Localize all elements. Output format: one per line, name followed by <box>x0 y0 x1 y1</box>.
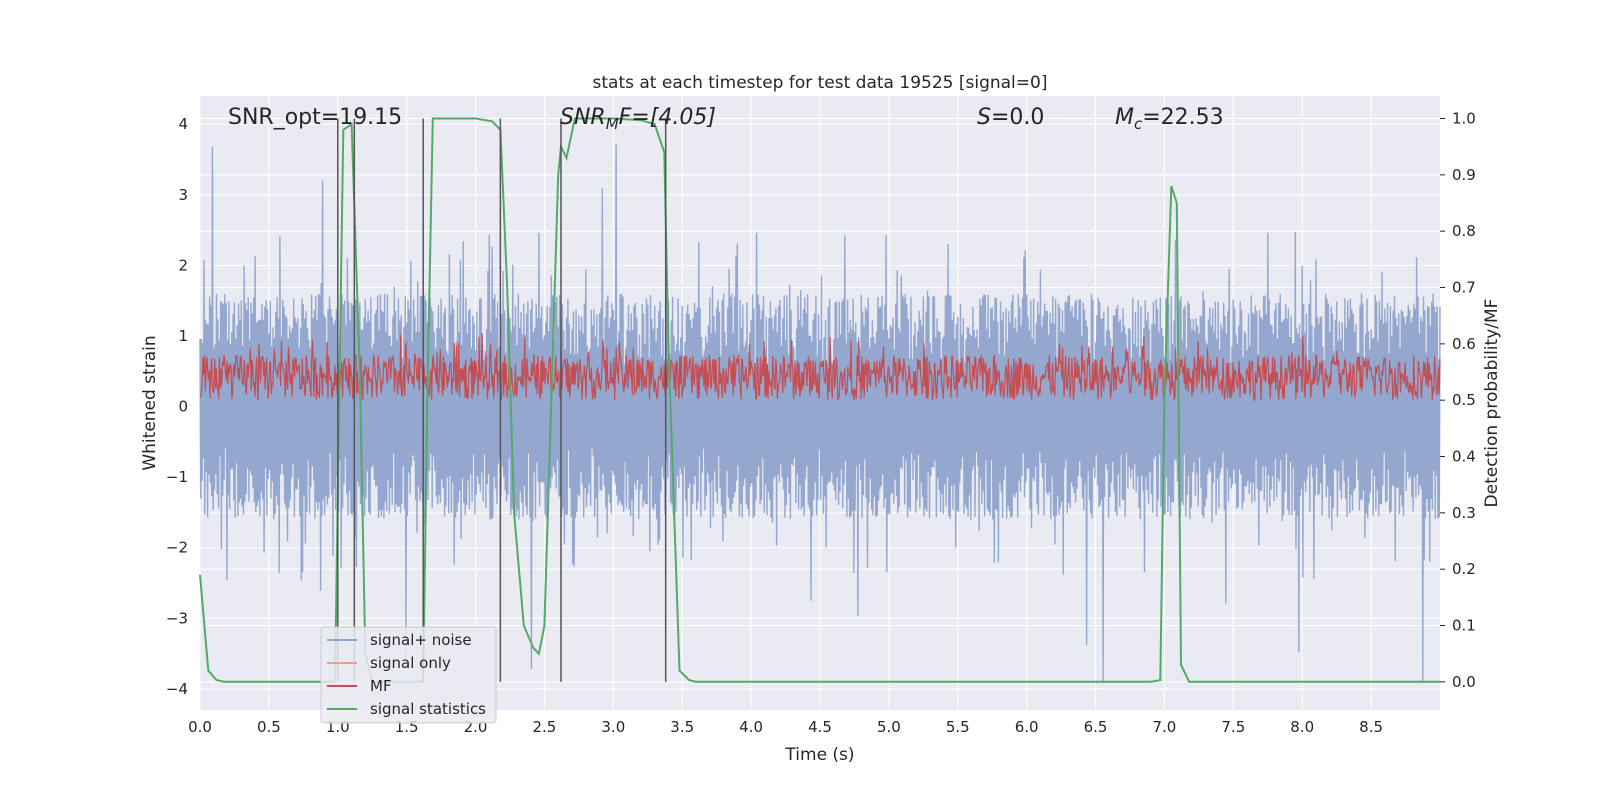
mc-sub: c <box>1134 115 1143 133</box>
legend: signal+ noise signal only MF signal stat… <box>320 626 497 724</box>
series-signal-statistics <box>199 117 1440 683</box>
legend-label-signal-statistics: signal statistics <box>370 700 486 718</box>
y-tick-label-left: −2 <box>166 539 188 557</box>
y-tick-label-right: 1.0 <box>1452 110 1476 128</box>
signal-noise-line <box>199 144 1441 682</box>
x-tick-label: 7.5 <box>1221 718 1245 736</box>
x-tick-label: 2.5 <box>533 718 557 736</box>
series-mf <box>199 332 1441 402</box>
legend-box <box>320 626 497 724</box>
y-tick-label-right: 0.7 <box>1452 279 1476 297</box>
snr-mf-sub: M <box>606 115 619 133</box>
x-tick-label: 3.5 <box>670 718 694 736</box>
s-var: S <box>977 105 991 130</box>
y-axis-left-label: Whitened strain <box>140 335 160 470</box>
y-tick-label-right: 0.8 <box>1452 222 1476 240</box>
y-tick-label-left: −3 <box>166 609 188 627</box>
y-tick-label-right: 0.0 <box>1452 673 1476 691</box>
legend-label-mf: MF <box>370 677 392 695</box>
y-axis-right-label: Detection probability/MF <box>1482 299 1502 508</box>
snr-mf-rest: F=[4.05] <box>619 105 716 130</box>
x-tick-label: 4.0 <box>739 718 763 736</box>
y-tick-label-right: 0.6 <box>1452 335 1476 353</box>
x-tick-label: 5.0 <box>877 718 901 736</box>
x-tick-label: 3.0 <box>601 718 625 736</box>
x-axis-ticks: 0.0 0.5 1.0 1.5 2.0 2.5 3.0 3.5 4.0 4.5 5.0 5.5 6.0 6… <box>188 718 1383 736</box>
x-tick-label: 6.0 <box>1015 718 1039 736</box>
signal-statistics-line <box>199 117 1440 683</box>
x-tick-label: 7.0 <box>1153 718 1177 736</box>
y-axis-right-ticks: 0.0 0.1 0.2 0.3 0.4 0.5 0.6 0.7 0.8 0.9 1.0 <box>1440 110 1476 691</box>
y-tick-label-right: 0.4 <box>1452 448 1476 466</box>
mc-var: M <box>1115 105 1134 130</box>
mf-line <box>199 332 1441 402</box>
y-tick-label-right: 0.1 <box>1452 617 1476 635</box>
y-tick-label-left: 2 <box>178 256 188 274</box>
y-tick-label-right: 0.3 <box>1452 504 1476 522</box>
y-tick-label-right: 0.9 <box>1452 166 1476 184</box>
s-rest: =0.0 <box>991 105 1044 130</box>
y-tick-label-left: 4 <box>178 115 188 133</box>
y-tick-label-right: 0.5 <box>1452 391 1476 409</box>
legend-label-signal-only: signal only <box>370 654 451 672</box>
y-tick-label-left: 1 <box>178 327 188 345</box>
x-tick-label: 0.0 <box>188 718 212 736</box>
legend-label-signal-noise: signal+ noise <box>370 631 472 649</box>
y-tick-label-left: 0 <box>178 398 188 416</box>
vertical-lines <box>337 118 667 682</box>
annotation-snr-opt: SNR_opt=19.15 <box>228 105 402 130</box>
chart-title: stats at each timestep for test data 195… <box>593 73 1048 93</box>
x-tick-label: 5.5 <box>946 718 970 736</box>
y-tick-label-left: −4 <box>166 680 188 698</box>
annotation-s: S=0.0 <box>977 105 1044 130</box>
annotation-snr-mf: SNRMF=[4.05] <box>560 105 716 133</box>
y-axis-left-ticks: −4 −3 −2 −1 0 1 2 3 4 <box>166 115 188 698</box>
x-tick-label: 4.5 <box>808 718 832 736</box>
y-tick-label-left: 3 <box>178 186 188 204</box>
mc-rest: =22.53 <box>1142 105 1223 130</box>
y-tick-label-right: 0.2 <box>1452 560 1476 578</box>
x-tick-label: 0.5 <box>257 718 281 736</box>
snr-mf-base: SNR <box>560 105 606 130</box>
series-signal-noise <box>199 144 1441 682</box>
annotation-mc: Mc=22.53 <box>1115 105 1224 133</box>
y-tick-label-left: −1 <box>166 468 188 486</box>
x-tick-label: 8.0 <box>1290 718 1314 736</box>
x-tick-label: 6.5 <box>1084 718 1108 736</box>
x-axis-label: Time (s) <box>784 745 854 765</box>
x-tick-label: 8.5 <box>1359 718 1383 736</box>
